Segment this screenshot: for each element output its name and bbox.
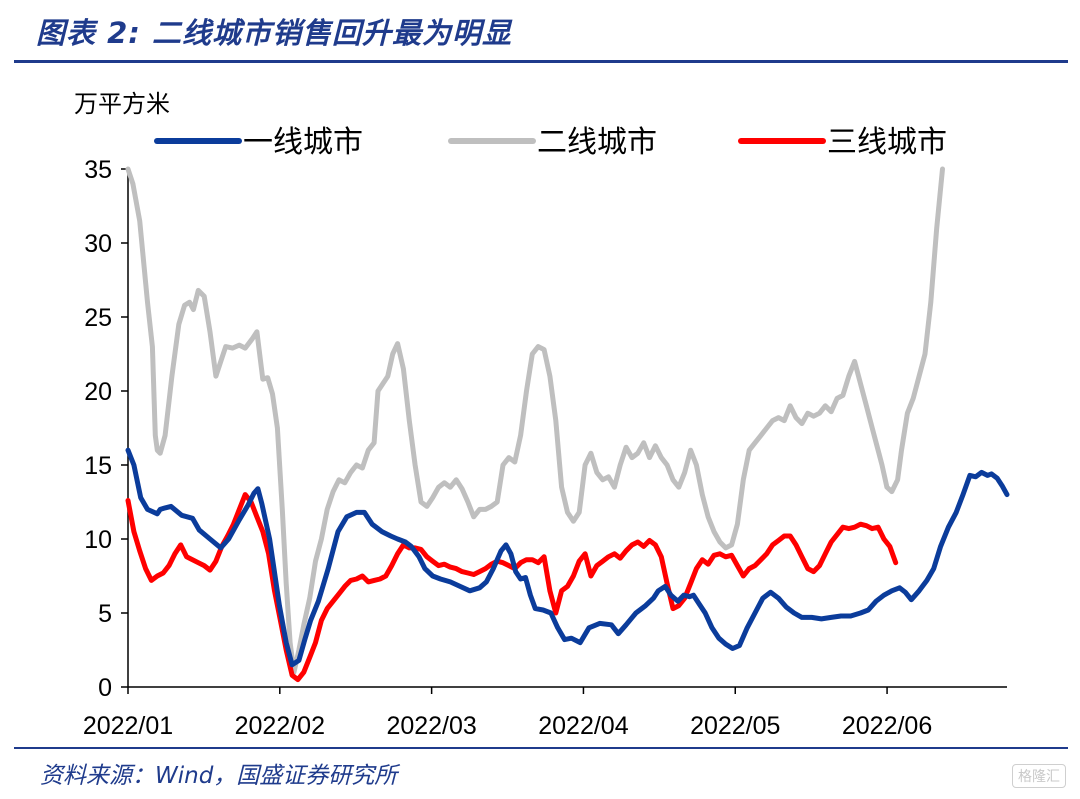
source-note: 资料来源：Wind，国盛证券研究所 — [40, 763, 398, 789]
y-tick-label: 15 — [84, 452, 112, 480]
legend-label: 一线城市 — [243, 126, 363, 159]
watermark: 格隆汇 — [1012, 764, 1066, 788]
x-tick-label: 2022/03 — [386, 712, 476, 740]
x-tick-label: 2022/04 — [538, 712, 628, 740]
series-line-2 — [125, 166, 945, 675]
series-group — [125, 166, 1010, 683]
y-tick-label: 20 — [84, 378, 112, 406]
series-line-3 — [125, 492, 899, 683]
legend-label: 二线城市 — [537, 126, 657, 159]
source-rule — [14, 747, 1068, 749]
y-tick-label: 30 — [84, 230, 112, 258]
x-tick-label: 2022/02 — [235, 712, 325, 740]
y-unit-label: 万平方米 — [74, 91, 170, 118]
x-tick-label: 2022/01 — [83, 712, 173, 740]
y-axis: 0 5 10 15 20 25 30 35 — [84, 156, 129, 702]
y-tick-label: 5 — [98, 600, 112, 628]
y-tick-label: 35 — [84, 156, 112, 184]
legend-label: 三线城市 — [827, 126, 947, 159]
legend: 一线城市 二线城市 三线城市 — [154, 126, 947, 159]
x-tick-label: 2022/06 — [842, 712, 932, 740]
series-line-1 — [125, 447, 1010, 668]
y-tick-label: 25 — [84, 304, 112, 332]
x-tick-label: 2022/05 — [690, 712, 780, 740]
title-rule — [14, 60, 1068, 63]
y-tick-label: 0 — [98, 674, 112, 702]
y-tick-label: 10 — [84, 526, 112, 554]
figure-title: 图表 2: 二线城市销售回升最为明显 — [36, 16, 512, 50]
x-axis: 2022/01 2022/02 2022/03 2022/04 2022/05 2022/… — [83, 686, 1007, 740]
